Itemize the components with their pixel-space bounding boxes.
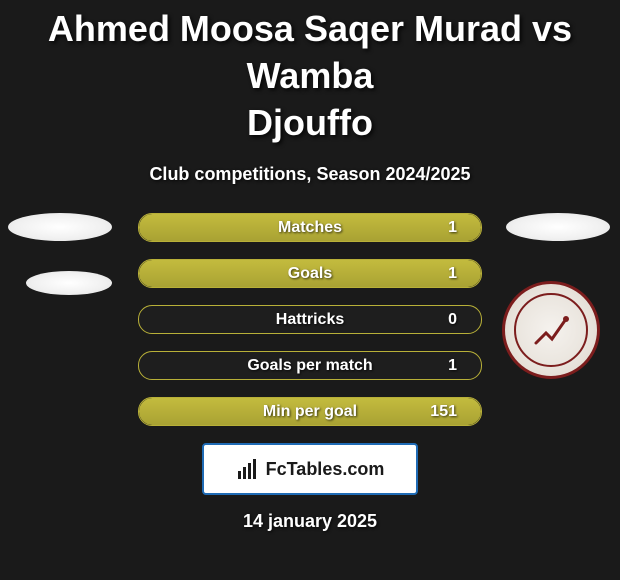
stat-label: Goals xyxy=(288,265,332,283)
brand-text: FcTables.com xyxy=(266,459,385,480)
brand-card: FcTables.com xyxy=(202,443,418,495)
stat-row: Goals per match 1 xyxy=(0,351,620,380)
stat-value-right: 1 xyxy=(448,357,457,375)
subtitle: Club competitions, Season 2024/2025 xyxy=(0,164,620,185)
stat-row: Matches 1 xyxy=(0,213,620,242)
stat-label: Matches xyxy=(278,219,342,237)
stat-label: Hattricks xyxy=(276,311,344,329)
stat-value-right: 0 xyxy=(448,311,457,329)
stat-label: Goals per match xyxy=(247,357,372,375)
stat-value-right: 151 xyxy=(430,403,457,421)
stat-value-right: 1 xyxy=(448,219,457,237)
stat-value-right: 1 xyxy=(448,265,457,283)
stat-bar: Matches 1 xyxy=(138,213,482,242)
stat-label: Min per goal xyxy=(263,403,357,421)
club-crest-icon xyxy=(526,305,576,355)
date-text: 14 january 2025 xyxy=(0,511,620,532)
stat-bar: Goals per match 1 xyxy=(138,351,482,380)
stat-bar: Hattricks 0 xyxy=(138,305,482,334)
title-line-1: Ahmed Moosa Saqer Murad vs Wamba xyxy=(48,8,572,96)
title-line-2: Djouffo xyxy=(247,102,373,143)
stat-bar: Goals 1 xyxy=(138,259,482,288)
page-title: Ahmed Moosa Saqer Murad vs Wamba Djouffo xyxy=(0,0,620,146)
bar-chart-icon xyxy=(236,457,260,481)
stats-area: Matches 1 Goals 1 Hattricks 0 Goals per match 1… xyxy=(0,213,620,426)
stat-row: Goals 1 xyxy=(0,259,620,288)
stat-bar: Min per goal 151 xyxy=(138,397,482,426)
stat-row: Min per goal 151 xyxy=(0,397,620,426)
